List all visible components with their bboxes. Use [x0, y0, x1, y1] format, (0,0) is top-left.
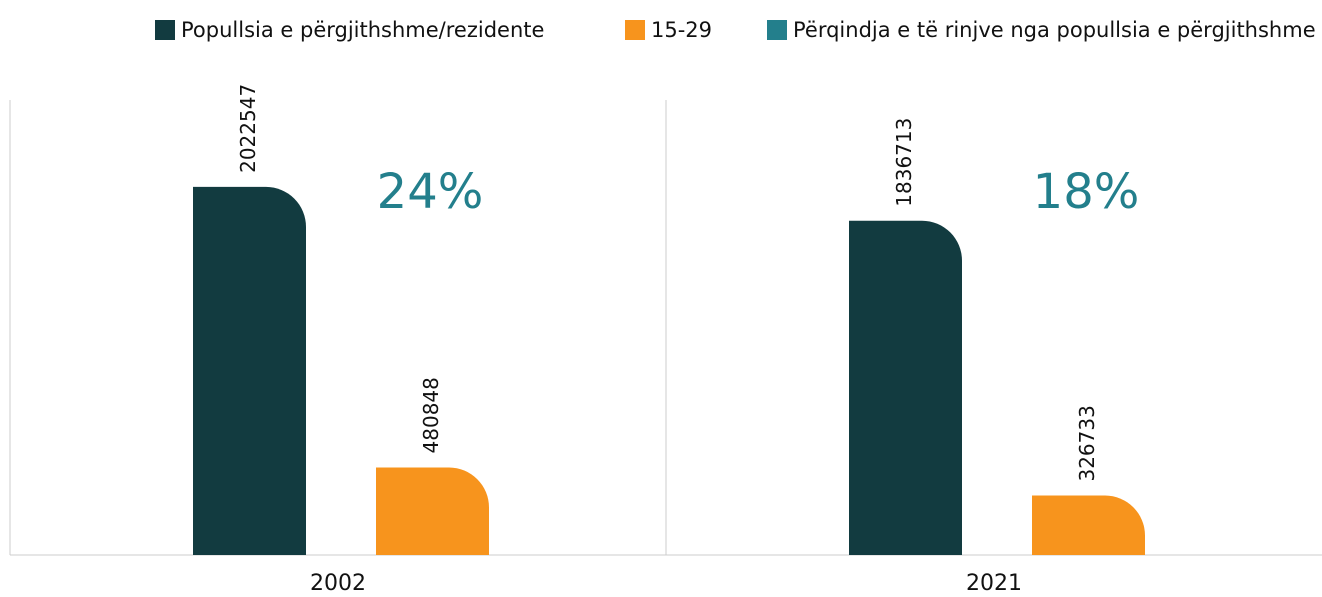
legend-label: Popullsia e përgjithshme/rezidente	[181, 18, 544, 42]
value-label: 480848	[419, 377, 443, 453]
value-label: 1836713	[892, 118, 916, 207]
legend-label: 15-29	[651, 18, 712, 42]
bar	[849, 220, 962, 555]
legend-swatch	[767, 20, 787, 40]
value-label: 326733	[1075, 405, 1099, 481]
value-label: 2022547	[236, 84, 260, 173]
percent-label: 24%	[377, 164, 484, 220]
bar	[193, 186, 306, 556]
bar	[1032, 495, 1145, 555]
bar	[376, 467, 489, 555]
x-tick-label: 2021	[966, 571, 1022, 596]
legend-swatch	[625, 20, 645, 40]
percent-label: 18%	[1033, 164, 1140, 220]
legend-swatch	[155, 20, 175, 40]
legend-label: Përqindja e të rinjve nga popullsia e pë…	[793, 18, 1316, 42]
x-tick-label: 2002	[310, 571, 366, 596]
